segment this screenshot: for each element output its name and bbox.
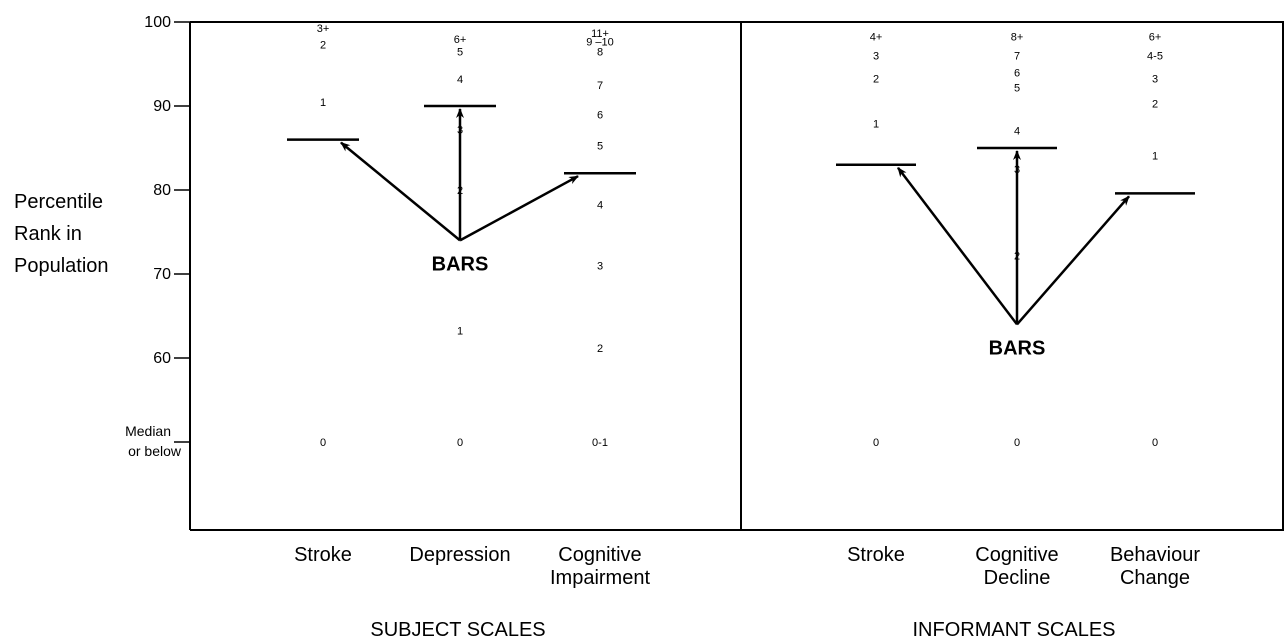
score-label: 4-5 [1147, 51, 1163, 63]
score-label: 6+ [1149, 31, 1162, 43]
y-tick-label: 90 [153, 98, 171, 115]
scale-label: Cognitive [558, 544, 641, 566]
score-label: 0 [873, 437, 879, 449]
score-label: 8 [597, 46, 603, 58]
score-label: 0 [457, 437, 463, 449]
score-label: 1 [1152, 151, 1158, 163]
scale-label: Change [1120, 567, 1190, 589]
score-label: 1 [457, 325, 463, 337]
score-label: 11+ [591, 28, 609, 40]
scale-label: Impairment [550, 567, 650, 589]
y-tick-label: 60 [153, 350, 171, 367]
score-label: 3+ [317, 23, 330, 35]
score-label: 2 [873, 73, 879, 85]
score-label: 7 [597, 80, 603, 92]
score-label: 3 [873, 51, 879, 63]
scale-label: Stroke [294, 544, 352, 566]
y-axis-label-line: Population [14, 255, 109, 277]
score-label: 2 [1152, 98, 1158, 110]
scale-label: Cognitive [975, 544, 1058, 566]
score-label: 6 [1014, 67, 1020, 79]
score-label: 4+ [870, 31, 883, 43]
y-tick-label: Median [125, 423, 171, 439]
bars-arrow [897, 167, 1018, 326]
score-label: 6+ [454, 34, 467, 46]
scale-label: Depression [409, 544, 510, 566]
score-label: 1 [873, 119, 879, 131]
score-label: 7 [1014, 51, 1020, 63]
scale-label: Behaviour [1110, 544, 1200, 566]
group-title: SUBJECT SCALES [370, 619, 545, 641]
score-label: 4 [1014, 125, 1020, 137]
score-label: 1 [320, 97, 326, 109]
score-label: 3 [1152, 73, 1158, 85]
score-label: 0-1 [592, 437, 608, 449]
bars-arrow [1016, 195, 1130, 326]
y-tick-label: 100 [144, 14, 171, 31]
score-label: 4 [457, 74, 463, 86]
y-axis-label-line: Percentile [14, 191, 103, 213]
bars-label: BARS [989, 337, 1046, 359]
score-label: 3 [597, 261, 603, 273]
scale-label: Stroke [847, 544, 905, 566]
score-label: 0 [1152, 437, 1158, 449]
bars-arrow [340, 141, 461, 242]
score-label: 5 [457, 46, 463, 58]
score-label: 4 [597, 199, 603, 211]
scale-label: Decline [984, 567, 1051, 589]
bars-label: BARS [432, 253, 489, 275]
score-label: 5 [597, 140, 603, 152]
score-label: 9 –10 [586, 36, 614, 48]
score-label: 2 [597, 343, 603, 355]
y-tick-label: or below [128, 443, 182, 459]
score-label: 0 [1014, 437, 1020, 449]
score-label: 5 [1014, 83, 1020, 95]
y-axis-label-line: Rank in [14, 223, 82, 245]
score-label: 6 [597, 109, 603, 121]
y-tick-label: 80 [153, 182, 171, 199]
group-title: INFORMANT SCALES [913, 619, 1116, 641]
score-label: 8+ [1011, 31, 1024, 43]
score-label: 0 [320, 437, 326, 449]
y-tick-label: 70 [153, 266, 171, 283]
score-label: 2 [320, 40, 326, 52]
bars-arrow [459, 175, 579, 242]
